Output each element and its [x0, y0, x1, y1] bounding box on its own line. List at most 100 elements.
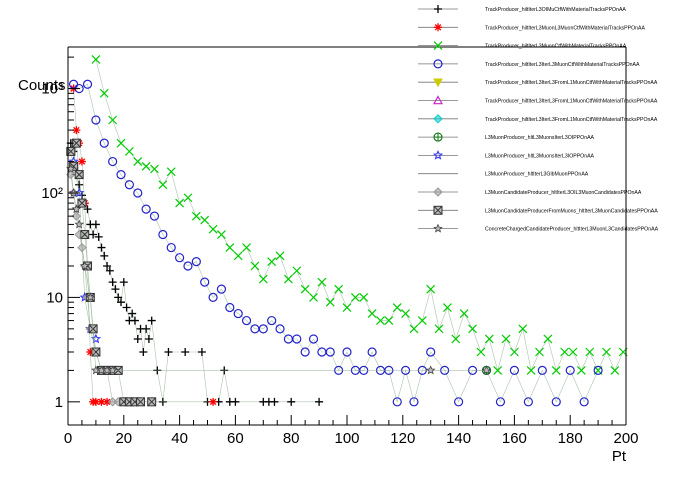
x-tick-label: 160: [502, 430, 527, 447]
legend-marker: [433, 223, 443, 233]
legend-marker: [433, 205, 443, 215]
data-point: [334, 284, 344, 294]
data-point: [543, 334, 553, 344]
legend-marker: [434, 5, 442, 13]
data-point: [267, 257, 277, 267]
data-point: [107, 365, 118, 375]
legend-label: TrackProducer_hiltIterL3MuonCtfWithMater…: [485, 44, 627, 50]
legend-marker: [433, 59, 443, 69]
data-point: [71, 211, 82, 221]
data-point: [526, 365, 536, 375]
data-point: [409, 324, 419, 334]
series-11: [66, 138, 157, 407]
data-point: [164, 348, 173, 357]
data-point: [233, 251, 243, 261]
series-line: [73, 83, 599, 403]
data-point: [241, 315, 252, 326]
data-point: [275, 324, 285, 334]
data-point: [384, 316, 394, 325]
data-point: [142, 324, 151, 333]
data-point: [100, 251, 109, 260]
data-point: [85, 292, 96, 302]
legend-label: TrackProducer_hiltIterL3IterL3FromL1Muon…: [485, 117, 658, 123]
data-point: [509, 365, 520, 375]
data-point: [565, 365, 575, 375]
data-point: [484, 334, 494, 344]
data-point: [91, 55, 101, 64]
data-point: [119, 278, 128, 287]
data-point: [97, 397, 106, 406]
data-point: [454, 397, 464, 407]
data-point: [481, 365, 492, 375]
x-axis-title: Pt: [612, 448, 627, 465]
data-point: [209, 397, 218, 406]
data-point: [183, 261, 193, 271]
data-point: [122, 303, 131, 312]
data-point: [147, 316, 156, 325]
data-point: [91, 220, 100, 229]
x-tick-label: 100: [334, 430, 359, 447]
data-point: [133, 334, 142, 343]
data-point: [86, 348, 95, 357]
data-point: [150, 164, 159, 174]
data-point: [75, 180, 84, 189]
data-point: [509, 347, 519, 357]
y-tick-label: 10³: [41, 81, 63, 98]
data-point: [225, 243, 235, 253]
legend-marker: [433, 41, 443, 51]
x-tick-label: 40: [171, 430, 188, 447]
legend-label: L3MuonProducer_hltL3MuonsIterL3OIPPOnAA: [485, 135, 595, 141]
data-point: [197, 348, 206, 357]
data-point: [181, 348, 190, 357]
data-point: [99, 138, 109, 148]
data-point: [74, 219, 84, 229]
data-point: [367, 309, 377, 319]
data-point: [97, 243, 106, 252]
ticks-layer: 0 20 40 60 80 100 120 140 160 180 200 1 10 10² 10³: [41, 56, 639, 447]
data-point: [103, 261, 112, 270]
data-point: [568, 347, 578, 357]
data-point: [258, 274, 268, 284]
data-point: [72, 126, 81, 135]
legend-label: TrackProducer_hiltIterL3IterL3FromL1Muon…: [485, 80, 658, 86]
data-point: [425, 365, 436, 375]
data-point: [300, 347, 310, 357]
data-point: [233, 308, 243, 319]
series-line: [70, 168, 487, 371]
data-point: [576, 365, 586, 375]
data-point: [91, 397, 100, 406]
data-point: [77, 242, 87, 253]
data-point: [149, 211, 160, 221]
data-point: [108, 156, 118, 167]
data-point: [71, 204, 82, 214]
x-tick-label: 60: [227, 430, 244, 447]
data-point: [409, 397, 419, 407]
data-point: [133, 157, 143, 166]
series-2: [91, 55, 628, 375]
data-point: [158, 229, 168, 240]
legend-label: ConcreteChargedCandidateProducer_hltIter…: [485, 227, 659, 233]
data-point: [443, 303, 452, 312]
data-point: [270, 397, 279, 406]
data-point: [105, 266, 114, 275]
legend-marker: [432, 95, 444, 105]
data-point: [111, 285, 120, 294]
data-point: [94, 232, 103, 241]
data-point: [217, 230, 226, 239]
y-tick-label: 10²: [41, 185, 63, 202]
data-point: [158, 180, 168, 190]
data-point: [451, 334, 461, 344]
legend-label: TrackProducer_hiltIterL3MuonL3MuonCtfWit…: [485, 25, 645, 31]
data-point: [359, 292, 369, 302]
data-point: [141, 204, 151, 214]
data-point: [459, 309, 469, 319]
legend-marker: [434, 23, 442, 32]
data-point: [89, 230, 98, 239]
data-point: [308, 334, 319, 344]
data-point: [342, 347, 352, 357]
data-point: [250, 261, 260, 271]
data-point: [191, 257, 201, 267]
data-point: [401, 309, 411, 319]
x-tick-label: 80: [283, 430, 300, 447]
series-0: [66, 139, 324, 406]
